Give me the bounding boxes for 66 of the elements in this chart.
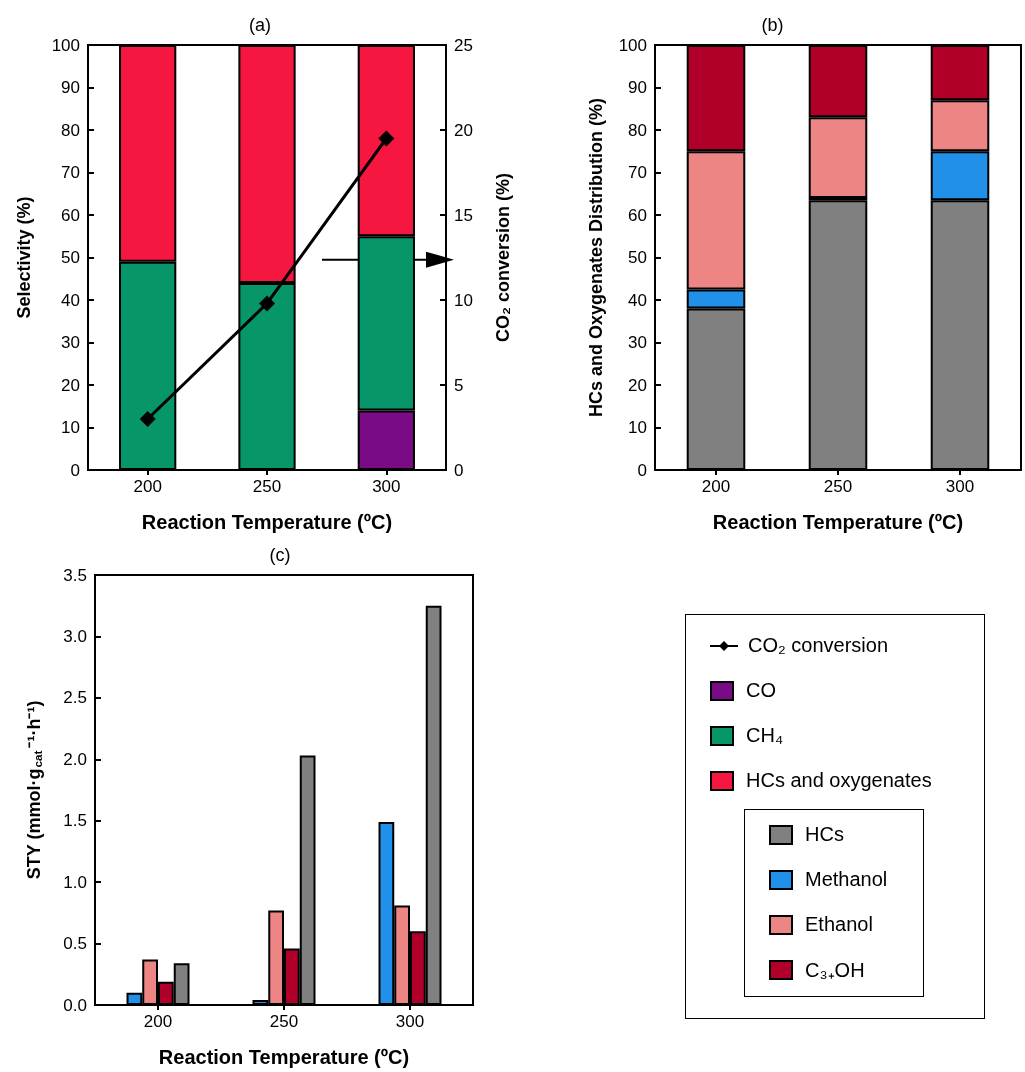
legend-label: CH₄ — [746, 724, 784, 747]
y-axis-title: HCs and Oxygenates Distribution (%) — [586, 97, 606, 418]
y2-tick-label: 5 — [454, 375, 464, 395]
legend-label: Ethanol — [805, 913, 873, 936]
y-tick-label: 80 — [628, 120, 647, 140]
x-tick-label: 200 — [143, 1012, 173, 1031]
y-tick-label: 30 — [628, 333, 647, 352]
x-tick-label: 300 — [395, 1012, 425, 1031]
y-tick-label: 2.0 — [63, 749, 87, 769]
y-tick-label: 30 — [61, 333, 80, 352]
y-axis-title: STY (mmol·gcat⁻¹·h⁻¹) — [24, 700, 44, 880]
legend-label: HCs — [805, 823, 844, 846]
y-tick-label: 60 — [61, 205, 80, 225]
y-tick-label: 0 — [70, 460, 80, 480]
y2-tick-label: 15 — [454, 205, 473, 225]
y-tick-label: 10 — [61, 418, 80, 437]
y-tick-label: 0.0 — [63, 995, 87, 1015]
y-tick-label: 0 — [637, 460, 647, 480]
x-axis-title: Reaction Temperature (ºC) — [712, 511, 964, 533]
y-tick-label: 20 — [61, 375, 80, 395]
y-tick-label: 70 — [628, 163, 647, 182]
y-axis-title: Selectivity (%) — [14, 196, 34, 319]
y-tick-label: 3.5 — [63, 565, 87, 585]
point — [378, 130, 395, 147]
point — [139, 411, 156, 427]
y-tick-label: 2.5 — [63, 688, 87, 708]
y-tick-label: 3.0 — [63, 626, 87, 646]
y-tick-label: 80 — [61, 120, 80, 140]
y-tick-label: 60 — [628, 205, 647, 225]
legend-label: CO₂ conversion — [748, 634, 889, 657]
chart-title: (b) — [761, 15, 784, 35]
x-tick-label: 200 — [701, 477, 731, 496]
legend-label: Methanol — [805, 868, 888, 891]
x-axis-title: Reaction Temperature (ºC) — [141, 511, 393, 533]
x-tick-label: 250 — [823, 477, 853, 496]
y-tick-label: 40 — [628, 290, 647, 310]
y-tick-label: 90 — [61, 78, 80, 97]
y-tick-label: 0.5 — [63, 934, 87, 954]
y-tick-label: 50 — [61, 248, 80, 267]
y-tick-label: 100 — [618, 35, 647, 55]
y-tick-label: 50 — [628, 248, 647, 267]
x-tick-label: 250 — [252, 477, 282, 496]
chart-title: (a) — [249, 15, 271, 35]
x-tick-label: 250 — [269, 1012, 299, 1031]
legend-label: C₃₊OH — [805, 958, 865, 983]
y-tick-label: 1.0 — [63, 872, 87, 892]
y-tick-label: 1.5 — [63, 811, 87, 831]
x-tick-label: 300 — [372, 477, 401, 496]
x-tick-label: 300 — [945, 477, 975, 496]
y-tick-label: 90 — [628, 78, 647, 97]
y2-axis-title: CO₂ conversion (%) — [493, 172, 513, 343]
chart-title: (c) — [269, 545, 291, 565]
y-tick-label: 10 — [628, 418, 647, 437]
x-tick-label: 200 — [133, 477, 162, 496]
point — [259, 295, 275, 312]
legend-label: HCs and oxygenates — [746, 769, 932, 792]
y2-tick-label: 0 — [454, 460, 464, 480]
y-tick-label: 40 — [61, 290, 80, 310]
y-tick-label: 20 — [628, 375, 647, 395]
legend-label: CO — [746, 679, 776, 702]
x-axis-title: Reaction Temperature (ºC) — [158, 1046, 410, 1068]
y-tick-label: 70 — [61, 163, 80, 182]
y-tick-label: 100 — [51, 35, 80, 55]
y2-tick-label: 10 — [454, 290, 473, 310]
y2-tick-label: 20 — [454, 120, 473, 140]
y2-tick-label: 25 — [454, 35, 473, 55]
